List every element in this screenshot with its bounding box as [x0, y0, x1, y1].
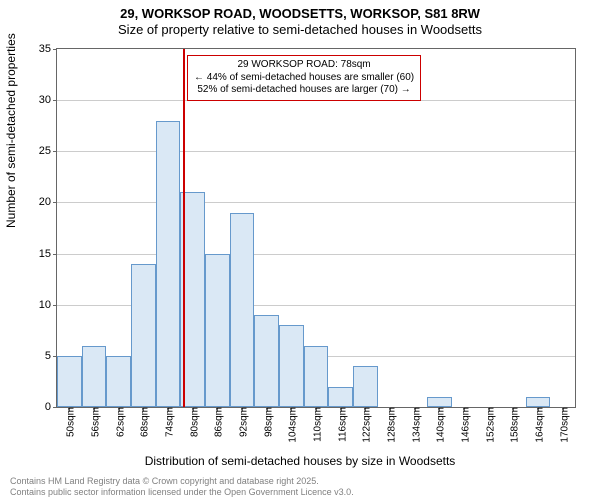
xtick-label: 134sqm [407, 407, 422, 443]
xtick-label: 68sqm [136, 407, 151, 437]
histogram-bar [304, 346, 329, 407]
ytick-label: 15 [21, 248, 57, 260]
xtick-label: 86sqm [210, 407, 225, 437]
gridline [57, 151, 575, 152]
ytick-label: 0 [21, 401, 57, 413]
xtick-label: 110sqm [309, 407, 324, 442]
ytick-mark [53, 407, 57, 408]
xtick-label: 80sqm [185, 407, 200, 437]
histogram-bar [279, 325, 304, 407]
y-axis-label: Number of semi-detached properties [4, 33, 18, 228]
footer-line1: Contains HM Land Registry data © Crown c… [10, 476, 354, 487]
ytick-label: 30 [21, 94, 57, 106]
annotation-box: 29 WORKSOP ROAD: 78sqm ← 44% of semi-det… [187, 55, 421, 101]
histogram-bar [526, 397, 551, 407]
ytick-label: 25 [21, 145, 57, 157]
xtick-label: 122sqm [358, 407, 373, 443]
plot-area: 05101520253035 29 WORKSOP ROAD: 78sqm ← … [56, 48, 576, 408]
histogram-bar [427, 397, 452, 407]
ytick-mark [53, 49, 57, 50]
xtick-label: 56sqm [87, 407, 102, 437]
histogram-bar [82, 346, 107, 407]
histogram-bar [57, 356, 82, 407]
histogram-bar [254, 315, 279, 407]
histogram-bar [205, 254, 230, 407]
histogram-bar [328, 387, 353, 407]
ytick-mark [53, 151, 57, 152]
gridline [57, 202, 575, 203]
annotation-line1: 29 WORKSOP ROAD: 78sqm [194, 59, 414, 72]
xtick-label: 146sqm [457, 407, 472, 443]
ytick-mark [53, 305, 57, 306]
title-block: 29, WORKSOP ROAD, WOODSETTS, WORKSOP, S8… [0, 0, 600, 39]
ytick-mark [53, 100, 57, 101]
annotation-line3: 52% of semi-detached houses are larger (… [194, 84, 414, 97]
property-marker-line [183, 49, 185, 407]
xtick-label: 74sqm [161, 407, 176, 437]
x-axis-label: Distribution of semi-detached houses by … [0, 454, 600, 468]
histogram-bar [353, 366, 378, 407]
ytick-label: 35 [21, 43, 57, 55]
xtick-label: 128sqm [383, 407, 398, 443]
annotation-line2: ← 44% of semi-detached houses are smalle… [194, 72, 414, 85]
histogram-bar [131, 264, 156, 407]
chart-container: 29, WORKSOP ROAD, WOODSETTS, WORKSOP, S8… [0, 0, 600, 500]
xtick-label: 158sqm [506, 407, 521, 443]
xtick-label: 92sqm [235, 407, 250, 437]
xtick-label: 62sqm [111, 407, 126, 437]
title-address: 29, WORKSOP ROAD, WOODSETTS, WORKSOP, S8… [0, 6, 600, 22]
ytick-label: 5 [21, 350, 57, 362]
histogram-bar [156, 121, 181, 407]
ytick-mark [53, 202, 57, 203]
xtick-label: 164sqm [531, 407, 546, 443]
footer-attribution: Contains HM Land Registry data © Crown c… [10, 476, 354, 498]
histogram-bar [106, 356, 131, 407]
xtick-label: 170sqm [555, 407, 570, 443]
ytick-label: 10 [21, 299, 57, 311]
gridline [57, 254, 575, 255]
ytick-mark [53, 254, 57, 255]
xtick-label: 98sqm [259, 407, 274, 437]
xtick-label: 152sqm [481, 407, 496, 443]
ytick-label: 20 [21, 196, 57, 208]
footer-line2: Contains public sector information licen… [10, 487, 354, 498]
xtick-label: 116sqm [333, 407, 348, 442]
title-subtitle: Size of property relative to semi-detach… [0, 22, 600, 38]
xtick-label: 104sqm [284, 407, 299, 443]
xtick-label: 140sqm [432, 407, 447, 443]
histogram-bar [230, 213, 255, 407]
xtick-label: 50sqm [62, 407, 77, 437]
